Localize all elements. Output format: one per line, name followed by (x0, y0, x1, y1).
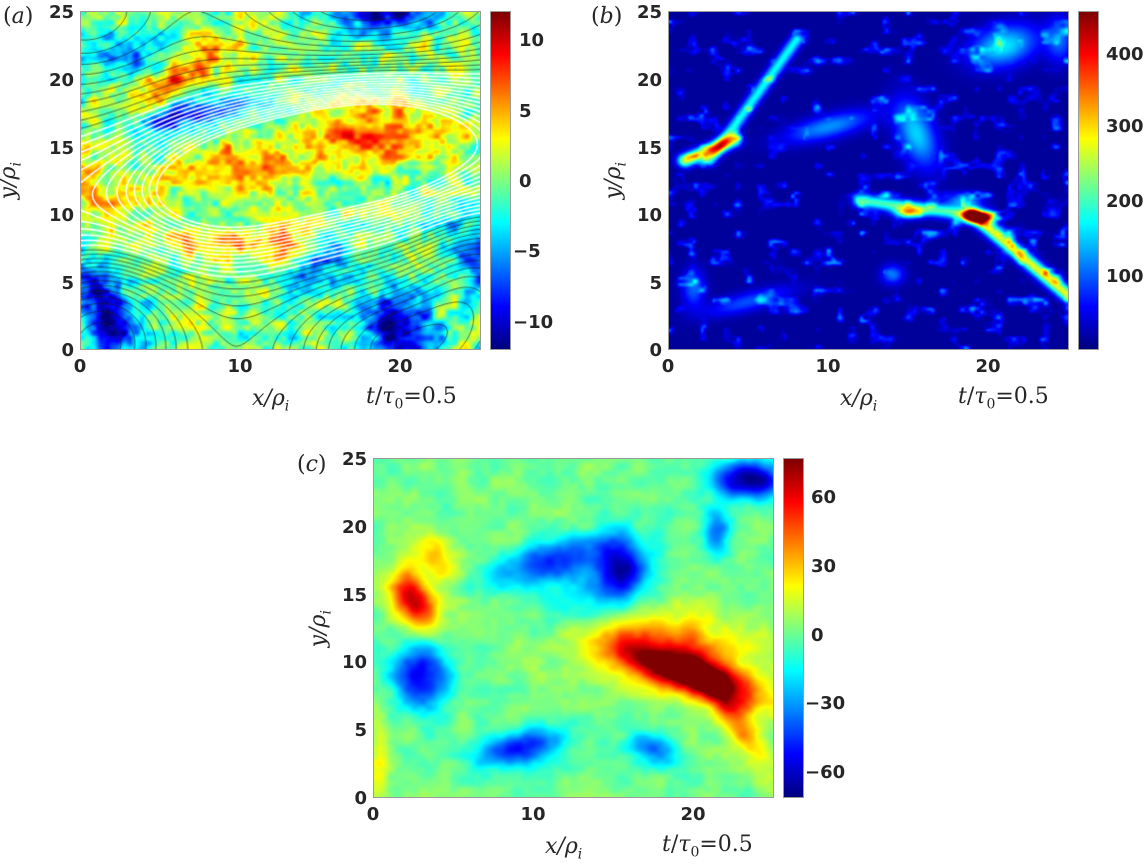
panel-a-time-label: t/τ0=0.5 (366, 384, 457, 413)
panel-c-cbar-tick: 30 (811, 556, 837, 577)
panel-b-ytick: 5 (649, 273, 662, 294)
panel-a-ytick: 15 (48, 138, 74, 159)
panel-c-colorbar (783, 458, 804, 798)
panel-b-ytick: 15 (636, 138, 662, 159)
panel-b-ytick: 20 (636, 70, 662, 91)
panel-b-colorbar (1078, 11, 1099, 350)
panel-c-xlabel: x/ρi (545, 834, 583, 863)
panel-b-xtick: 10 (815, 356, 841, 377)
panel-c-cbar-tick: −30 (805, 693, 846, 714)
panel-c-ytick: 5 (354, 720, 367, 741)
panel-b-xtick: 20 (975, 356, 1001, 377)
panel-a-cbar-tick: −5 (513, 241, 541, 262)
panel-b-label: (b) (591, 4, 623, 29)
panel-c-xtick: 0 (366, 804, 380, 825)
panel-b-ytick: 10 (636, 205, 662, 226)
panel-c-ytick: 10 (341, 652, 367, 673)
panel-b-ytick: 25 (636, 2, 662, 23)
panel-c-ytick: 20 (341, 517, 367, 538)
panel-c-ytick: 25 (341, 449, 367, 470)
panel-c-xtick: 20 (680, 804, 706, 825)
panel-b-ylabel: y/ρi (600, 162, 630, 200)
panel-a-xtick: 20 (387, 356, 413, 377)
panel-a-colorbar (490, 11, 511, 350)
panel-b-heatmap (668, 11, 1069, 350)
panel-a-ytick: 25 (48, 2, 74, 23)
panel-a-ytick: 20 (48, 70, 74, 91)
panel-c-cbar-tick: 0 (811, 625, 824, 646)
panel-b-ytick: 0 (649, 340, 662, 361)
panel-a-cbar-tick: 5 (519, 101, 532, 122)
panel-c-ylabel: y/ρi (305, 610, 335, 648)
panel-a-ytick: 5 (61, 273, 74, 294)
panel-c-cbar-tick: −60 (805, 762, 846, 783)
panel-b-cbar-tick: 200 (1106, 191, 1144, 212)
panel-c-xtick: 10 (520, 804, 546, 825)
panel-a-xtick: 0 (73, 356, 87, 377)
panel-b-cbar-tick: 400 (1106, 44, 1144, 65)
panel-c-time-label: t/τ0=0.5 (662, 832, 753, 861)
panel-a-ylabel: y/ρi (0, 162, 25, 200)
panel-a-ytick: 0 (61, 340, 74, 361)
panel-b-cbar-tick: 100 (1106, 266, 1144, 287)
panel-b-xlabel: x/ρi (840, 386, 878, 415)
panel-b-time-label: t/τ0=0.5 (958, 384, 1049, 413)
panel-b-cbar-tick: 300 (1106, 116, 1144, 137)
panel-c-cbar-tick: 60 (811, 487, 837, 508)
panel-c-heatmap (373, 458, 774, 798)
panel-a-cbar-tick: −10 (513, 312, 554, 333)
panel-a-xlabel: x/ρi (252, 386, 290, 415)
panel-a-cbar-tick: 10 (519, 30, 545, 51)
panel-c-ytick: 15 (341, 585, 367, 606)
panel-c-label: (c) (297, 452, 327, 477)
panel-a-heatmap (80, 11, 481, 350)
panel-c-ytick: 0 (354, 788, 367, 809)
panel-a-label: (a) (3, 4, 34, 29)
panel-a-cbar-tick: 0 (519, 171, 532, 192)
panel-a-xtick: 10 (227, 356, 253, 377)
panel-a-ytick: 10 (48, 205, 74, 226)
panel-b-xtick: 0 (661, 356, 675, 377)
